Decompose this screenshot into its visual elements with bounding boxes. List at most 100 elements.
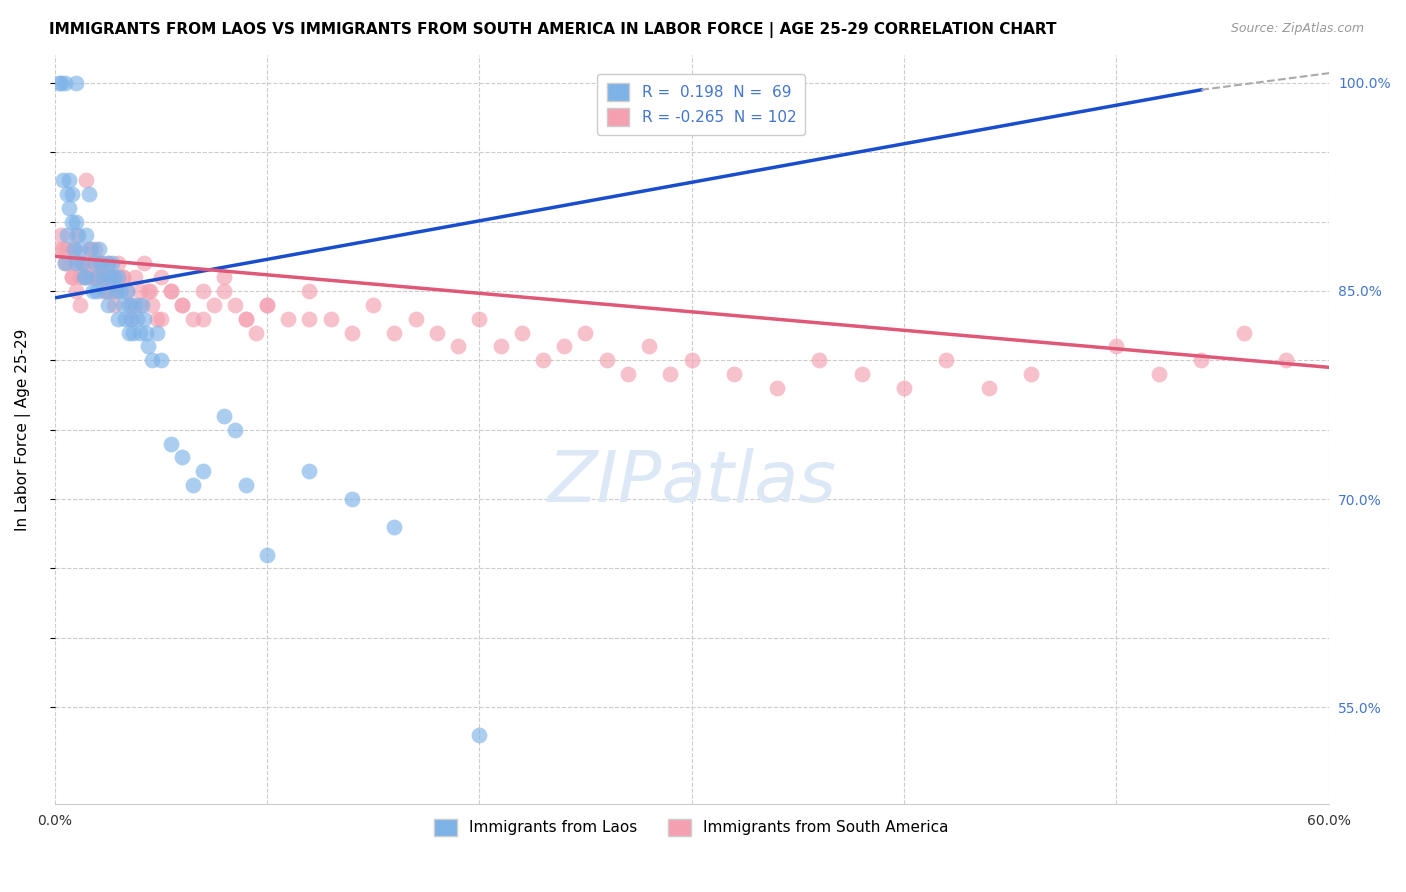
Point [90, 256, 112, 270]
Point [405, 311, 427, 326]
Point [277, 311, 299, 326]
Point [170, 298, 193, 312]
Point [553, 339, 575, 353]
Point [136, 339, 159, 353]
Point [62, 243, 84, 257]
Point [89, 256, 111, 270]
Point [141, 298, 163, 312]
Point [49, 228, 72, 243]
Point [65, 256, 87, 270]
Point [77, 243, 100, 257]
Point [103, 270, 125, 285]
Point [86, 270, 108, 285]
Point [65, 214, 87, 228]
Point [139, 284, 162, 298]
Point [118, 326, 141, 340]
Point [111, 270, 134, 285]
Point [82, 270, 104, 285]
Point [765, 381, 787, 395]
Point [135, 326, 157, 340]
Point [65, 284, 87, 298]
Point [93, 284, 115, 298]
Point [145, 311, 167, 326]
Point [75, 256, 97, 270]
Point [149, 270, 172, 285]
Point [103, 270, 125, 285]
Point [235, 311, 257, 326]
Point [132, 256, 155, 270]
Point [120, 311, 142, 326]
Point [101, 256, 124, 270]
Point [141, 353, 163, 368]
Point [60, 270, 83, 285]
Point [56, 186, 79, 201]
Point [170, 450, 193, 465]
Point [84, 243, 107, 257]
Point [115, 284, 138, 298]
Point [107, 270, 129, 285]
Point [97, 298, 120, 312]
Point [52, 173, 75, 187]
Point [235, 478, 257, 492]
Point [808, 353, 831, 368]
Point [298, 311, 321, 326]
Point [124, 298, 146, 312]
Point [62, 243, 84, 257]
Point [181, 311, 204, 326]
Point [80, 270, 103, 285]
Point [75, 173, 97, 187]
Point [1275, 353, 1298, 368]
Point [60, 214, 83, 228]
Point [110, 284, 132, 298]
Point [851, 368, 873, 382]
Point [97, 256, 120, 270]
Point [53, 76, 76, 90]
Point [53, 256, 76, 270]
Point [56, 228, 79, 243]
Point [214, 270, 236, 285]
Point [1105, 339, 1128, 353]
Point [235, 311, 257, 326]
Point [893, 381, 915, 395]
Point [1021, 368, 1043, 382]
Point [49, 76, 72, 90]
Point [149, 311, 172, 326]
Text: Source: ZipAtlas.com: Source: ZipAtlas.com [1230, 22, 1364, 36]
Point [107, 256, 129, 270]
Text: ZIPatlas: ZIPatlas [547, 448, 837, 516]
Point [574, 326, 596, 340]
Point [596, 353, 619, 368]
Point [489, 339, 512, 353]
Point [319, 311, 342, 326]
Point [202, 298, 225, 312]
Point [60, 186, 83, 201]
Point [93, 270, 115, 285]
Point [105, 284, 128, 298]
Point [73, 270, 96, 285]
Point [65, 76, 87, 90]
Point [468, 728, 491, 742]
Point [977, 381, 1000, 395]
Point [224, 298, 246, 312]
Point [94, 270, 117, 285]
Point [120, 311, 142, 326]
Point [69, 243, 91, 257]
Point [214, 284, 236, 298]
Point [132, 311, 155, 326]
Point [193, 284, 215, 298]
Point [97, 284, 120, 298]
Point [69, 298, 91, 312]
Point [193, 464, 215, 478]
Point [90, 256, 112, 270]
Point [361, 298, 384, 312]
Point [160, 436, 183, 450]
Point [82, 256, 104, 270]
Point [70, 256, 93, 270]
Point [181, 478, 204, 492]
Point [127, 311, 149, 326]
Point [84, 256, 107, 270]
Text: IMMIGRANTS FROM LAOS VS IMMIGRANTS FROM SOUTH AMERICA IN LABOR FORCE | AGE 25-29: IMMIGRANTS FROM LAOS VS IMMIGRANTS FROM … [49, 22, 1057, 38]
Point [124, 270, 146, 285]
Point [80, 243, 103, 257]
Y-axis label: In Labor Force | Age 25-29: In Labor Force | Age 25-29 [15, 328, 31, 531]
